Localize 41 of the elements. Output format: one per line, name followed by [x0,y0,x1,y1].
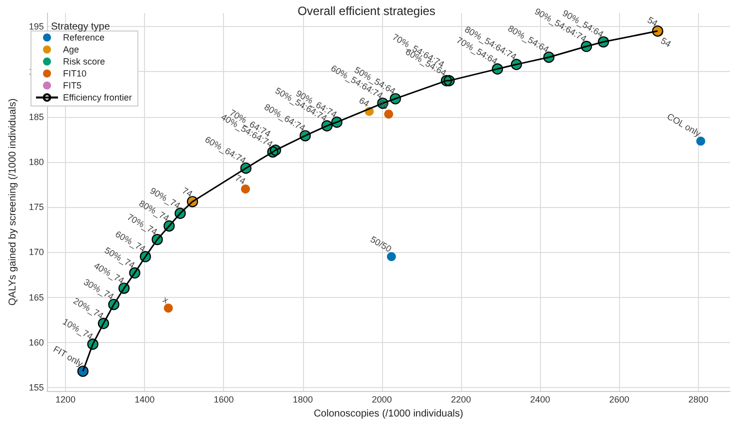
x-tick-label: 2400 [530,394,550,405]
x-tick-label: 1200 [55,394,76,405]
legend-label: Risk score [63,56,106,66]
point [384,110,394,119]
x-tick-label: 1400 [134,394,155,405]
legend-label: Reference [63,32,105,42]
annotation: 64 [357,95,372,109]
y-tick-label: 160 [28,337,44,348]
legend-title: Strategy type [51,22,110,32]
x-axis-title: Colonoscopies (/1000 individuals) [314,408,464,420]
x-tick-label: 2200 [451,394,472,405]
annotation: 64 [376,98,390,112]
annotation: 74 [234,172,248,186]
legend-label: Efficiency frontier [63,92,132,102]
y-tick-label: 185 [28,112,44,122]
y-tick-label: 155 [28,382,44,392]
annotation: x [161,294,171,306]
legend-label: FIT5 [63,80,82,90]
point [386,252,396,262]
annotation: 54 [659,36,673,50]
annotation: FIT only [52,344,86,369]
x-tick-label: 2000 [372,394,392,405]
annotation: 54 [646,14,660,28]
point [240,184,250,194]
annotation: 74 [180,185,194,200]
legend-label: FIT10 [63,68,87,78]
y-tick-label: 165 [28,292,44,302]
x-tick-label: 1600 [214,394,234,405]
point [696,136,706,146]
legend-label: Age [63,44,80,54]
x-tick-label: 1800 [292,394,313,405]
annotation: COL only [665,111,703,139]
point [164,304,173,313]
x-tick-label: 2800 [688,394,708,405]
y-tick-label: 170 [28,247,44,258]
y-axis-title: QALYs gained by screening (/1000 individuals) [8,98,18,306]
y-tick-label: 180 [28,156,44,167]
y-tick-label: 175 [28,202,44,212]
x-tick-label: 2600 [609,394,630,405]
chart-title: Overall efficient strategies [298,4,436,18]
y-tick-label: 195 [28,22,44,32]
